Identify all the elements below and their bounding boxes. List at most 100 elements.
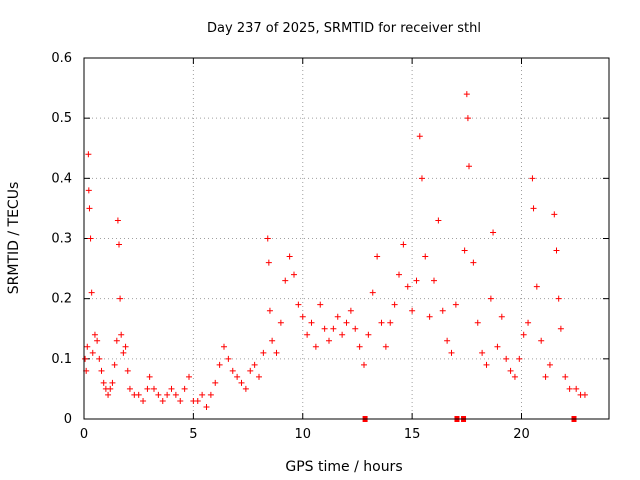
- y-axis-label: SRMTID / TECUs: [6, 182, 22, 295]
- x-tick-labels: 0 5 10 15 20: [80, 427, 530, 442]
- data-point: [221, 343, 227, 350]
- data-point: [516, 355, 523, 362]
- data-point: [277, 319, 284, 326]
- data-point: [87, 235, 94, 242]
- y-tick-label: 0.1: [51, 352, 72, 367]
- data-point: [391, 301, 398, 308]
- data-point: [546, 361, 553, 368]
- plot-frame: [83, 57, 610, 420]
- data-point: [114, 217, 121, 224]
- data-points: [82, 91, 588, 410]
- data-point: [82, 355, 89, 362]
- data-point: [109, 379, 116, 386]
- data-point: [312, 343, 319, 350]
- data-point: [122, 343, 129, 350]
- data-point: [256, 373, 262, 380]
- data-point: [116, 241, 122, 248]
- data-point: [266, 307, 273, 314]
- data-point: [113, 337, 120, 344]
- data-point: [299, 313, 306, 320]
- data-point: [498, 313, 505, 320]
- data-point: [365, 331, 372, 338]
- data-point: [140, 397, 147, 404]
- data-point: [339, 331, 346, 338]
- data-point: [347, 307, 354, 314]
- data-point: [317, 301, 324, 308]
- data-point: [566, 385, 573, 392]
- data-point: [216, 361, 223, 368]
- data-point: [422, 253, 429, 260]
- y-tick-label: 0.3: [51, 232, 72, 247]
- data-point: [538, 337, 545, 344]
- y-tick-label: 0.4: [51, 171, 72, 186]
- data-point: [85, 187, 92, 194]
- data-point: [352, 325, 359, 332]
- data-point: [404, 283, 411, 290]
- x-tick-label: 20: [513, 427, 530, 442]
- data-point: [151, 385, 157, 392]
- data-point: [409, 307, 416, 314]
- y-tick-label: 0.2: [51, 292, 72, 307]
- data-point: [238, 379, 245, 386]
- data-point: [105, 391, 112, 398]
- data-point: [111, 361, 118, 368]
- data-point: [186, 373, 192, 380]
- data-point: [369, 289, 376, 296]
- data-point: [207, 391, 214, 398]
- data-point: [118, 331, 125, 338]
- data-point: [164, 391, 171, 398]
- data-point: [426, 313, 433, 320]
- data-point: [98, 367, 105, 374]
- data-point: [551, 211, 558, 218]
- data-point: [295, 301, 302, 308]
- data-point: [487, 295, 494, 302]
- data-point: [520, 331, 527, 338]
- data-point: [503, 355, 510, 362]
- data-point: [86, 205, 93, 212]
- data-point: [144, 385, 151, 392]
- data-point: [525, 319, 532, 326]
- data-point: [269, 337, 276, 344]
- data-point: [400, 241, 407, 248]
- data-point: [177, 397, 184, 404]
- data-point: [282, 277, 289, 284]
- data-point: [529, 175, 536, 182]
- chart-title: Day 237 of 2025, SRMTID for receiver sth…: [207, 21, 481, 36]
- data-point: [435, 217, 442, 224]
- data-point: [126, 385, 133, 392]
- data-point: [203, 403, 210, 410]
- data-point: [172, 391, 179, 398]
- data-point: [199, 391, 206, 398]
- y-tick-label: 0.6: [51, 51, 72, 66]
- data-point: [304, 331, 311, 338]
- data-point: [273, 349, 280, 356]
- data-point: [88, 289, 95, 296]
- data-point: [511, 373, 518, 380]
- data-point: [396, 271, 402, 278]
- data-point: [330, 325, 337, 332]
- data-point: [135, 391, 142, 398]
- data-point: [247, 367, 254, 374]
- data-point: [146, 373, 153, 380]
- data-point: [155, 391, 162, 398]
- grid-lines: [83, 57, 609, 420]
- data-point: [382, 343, 389, 350]
- data-point: [251, 361, 258, 368]
- data-point: [181, 385, 188, 392]
- data-point: [573, 385, 580, 392]
- data-point: [530, 205, 537, 212]
- data-point: [89, 349, 96, 356]
- data-point: [553, 247, 560, 254]
- data-point: [418, 175, 425, 182]
- data-point: [483, 361, 490, 368]
- data-point: [100, 379, 107, 386]
- x-tick-label: 10: [294, 427, 311, 442]
- data-point: [416, 133, 423, 140]
- data-point: [234, 373, 241, 380]
- data-point: [117, 295, 124, 302]
- x-tick-label: 0: [80, 427, 88, 442]
- data-point: [562, 373, 569, 380]
- data-point: [452, 301, 459, 308]
- data-point: [229, 367, 236, 374]
- y-tick-labels: 0 0.1 0.2 0.3 0.4 0.5 0.6: [51, 51, 72, 427]
